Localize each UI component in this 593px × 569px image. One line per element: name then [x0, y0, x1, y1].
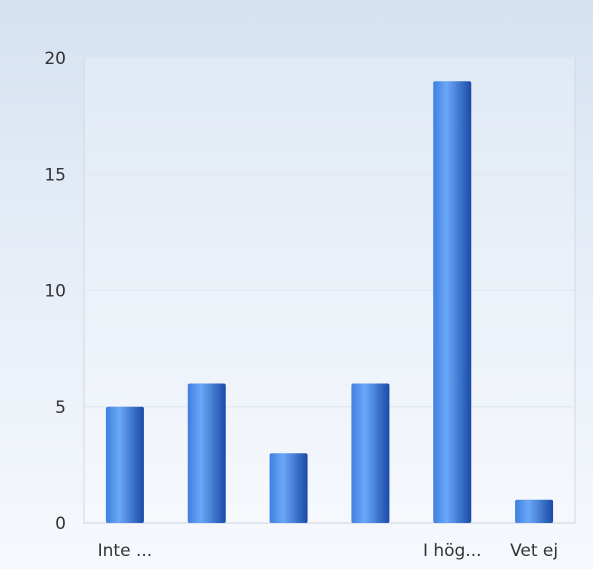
y-tick-label: 20 [44, 49, 66, 69]
bar[interactable] [351, 383, 390, 524]
bar[interactable] [515, 499, 554, 523]
y-tick-label: 0 [55, 514, 66, 534]
y-axis-ticks: 0 5 10 15 20 [44, 49, 66, 534]
x-tick-label: I hög... [423, 541, 482, 561]
y-tick-label: 15 [44, 165, 66, 185]
bar[interactable] [269, 453, 308, 523]
x-axis-labels: Inte ... I hög... Vet ej [98, 541, 558, 561]
bar[interactable] [187, 383, 226, 524]
y-tick-label: 10 [44, 282, 66, 302]
grid-lines [84, 57, 575, 524]
bars [105, 81, 554, 524]
bar[interactable] [105, 406, 144, 523]
x-tick-label: Vet ej [510, 541, 558, 561]
x-tick-label: Inte ... [98, 541, 153, 561]
bar[interactable] [433, 81, 472, 523]
y-tick-label: 5 [55, 398, 66, 418]
